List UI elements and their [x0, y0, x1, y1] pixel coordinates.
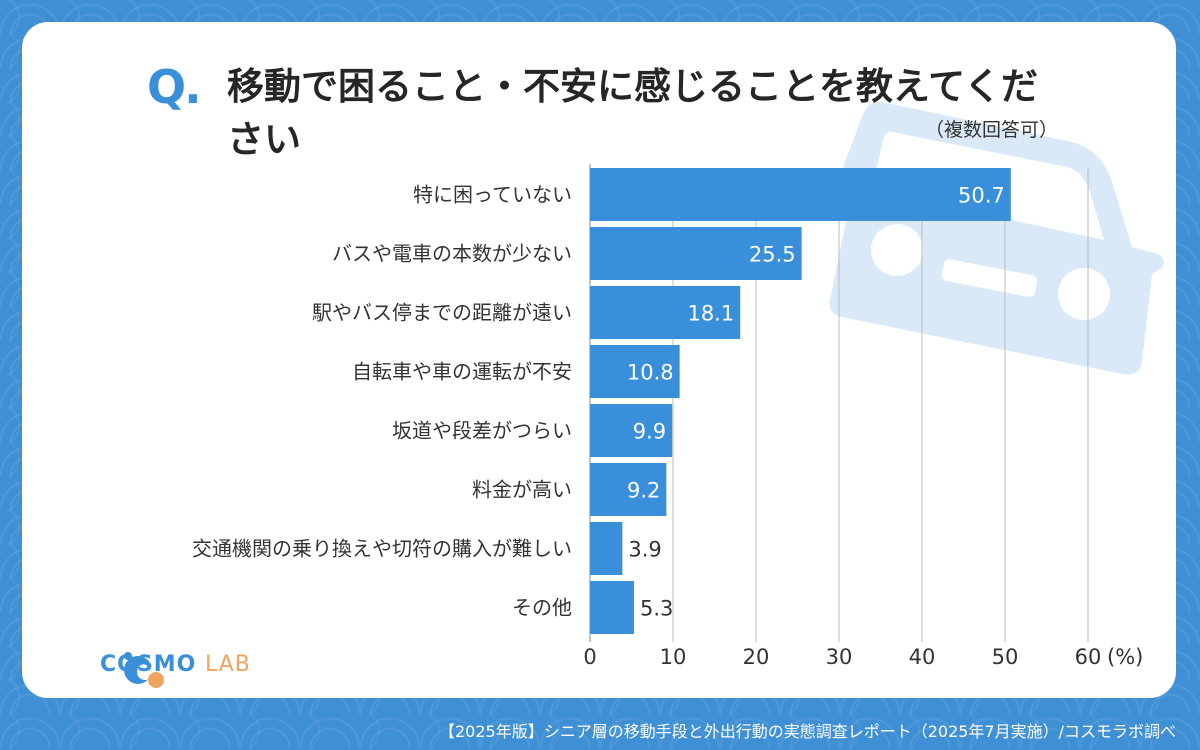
- source-footer: 【2025年版】シニア層の移動手段と外出行動の実態調査レポート（2025年7月実…: [438, 722, 1176, 741]
- value-label: 9.2: [627, 479, 660, 503]
- x-axis-unit: (%): [1107, 645, 1143, 669]
- bar: [590, 404, 673, 457]
- x-tick-label: 40: [909, 645, 936, 669]
- value-label: 10.8: [627, 361, 674, 385]
- value-label: 18.1: [687, 302, 734, 326]
- category-label: 交通機関の乗り換えや切符の購入が難しい: [192, 537, 572, 561]
- bar: [590, 345, 680, 398]
- multiple-answer-note: （複数回答可）: [924, 119, 1058, 141]
- category-label: 坂道や段差がつらい: [392, 419, 572, 443]
- value-label: 50.7: [958, 184, 1005, 208]
- cosmo-lab-logo-icon: [124, 652, 164, 688]
- x-tick-label: 30: [826, 645, 853, 669]
- x-tick-label: 50: [992, 645, 1019, 669]
- bar: [590, 227, 802, 280]
- bar: [590, 286, 741, 339]
- chart-card: Q. 移動で困ること・不安に感じることを教えてください （複数回答可） 特に困っ…: [22, 22, 1176, 698]
- category-label: バスや電車の本数が少ない: [332, 242, 572, 266]
- category-label: 料金が高い: [472, 478, 572, 502]
- x-tick-labels: 0 10 20 30 40 50 60: [583, 645, 1101, 669]
- bar: [590, 463, 667, 516]
- value-label: 9.9: [633, 420, 666, 444]
- bar-chart: 特に困っていないバスや電車の本数が少ない駅やバス停までの距離が遠い自転車や車の運…: [192, 164, 1143, 669]
- value-label: 5.3: [640, 597, 673, 621]
- bar: [590, 522, 623, 575]
- question-title: 移動で困ること・不安に感じることを教えてください: [227, 65, 1039, 161]
- category-labels: 特に困っていないバスや電車の本数が少ない駅やバス停までの距離が遠い自転車や車の運…: [192, 183, 572, 620]
- x-tick-label: 60: [1075, 645, 1102, 669]
- x-tick-label: 0: [583, 645, 596, 669]
- category-label: 特に困っていない: [413, 183, 572, 207]
- value-labels: 50.7 25.5 18.1 10.8 9.9 9.2 3.9 5.3: [627, 184, 1005, 621]
- bars: [590, 168, 1011, 634]
- category-label: 駅やバス停までの距離が遠い: [312, 301, 572, 325]
- value-label: 3.9: [628, 538, 661, 562]
- bar: [590, 581, 634, 634]
- value-label: 25.5: [749, 243, 796, 267]
- question-marker: Q.: [147, 60, 202, 114]
- category-label: その他: [512, 596, 572, 620]
- x-tick-label: 20: [743, 645, 770, 669]
- logo-text: COSMO LAB: [100, 652, 251, 677]
- x-tick-label: 10: [660, 645, 687, 669]
- category-label: 自転車や車の運転が不安: [352, 360, 572, 384]
- bar: [590, 168, 1011, 221]
